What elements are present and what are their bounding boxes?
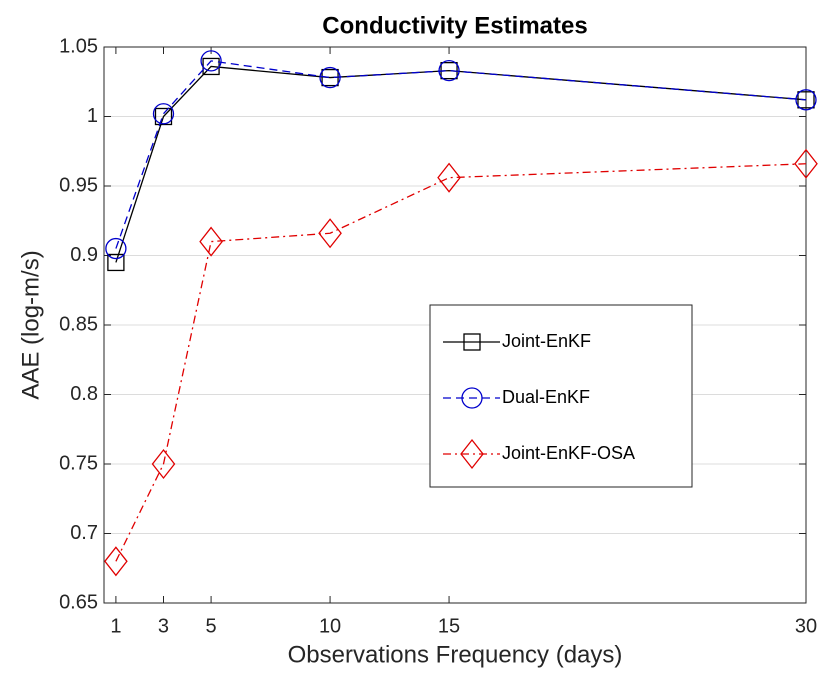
y-axis-label: AAE (log-m/s) [17, 250, 44, 399]
y-tick-label: 0.95 [59, 174, 98, 196]
marker [318, 218, 342, 249]
marker [319, 66, 341, 89]
y-tick-label: 0.75 [59, 452, 98, 474]
x-tick-label: 30 [795, 615, 817, 637]
y-tick-label: 1 [87, 105, 98, 127]
legend-label: Dual-EnKF [502, 387, 590, 407]
legend-label: Joint-EnKF-OSA [502, 443, 635, 463]
x-tick-label: 3 [158, 615, 169, 637]
series-line [115, 163, 807, 562]
chart-title: Conductivity Estimates [322, 12, 587, 39]
legend-marker [463, 333, 481, 351]
legend-marker [460, 438, 484, 470]
x-tick-label: 10 [319, 615, 341, 637]
marker [154, 107, 173, 126]
marker [107, 253, 125, 272]
x-axis-label: Observations Frequency (days) [288, 641, 623, 668]
marker [105, 237, 127, 260]
legend-marker [461, 387, 483, 409]
y-tick-label: 0.7 [70, 522, 98, 544]
x-tick-label: 15 [438, 615, 460, 637]
legend-label: Joint-EnKF [502, 331, 591, 351]
marker [437, 162, 461, 193]
marker [200, 50, 222, 72]
plot-frame [103, 46, 807, 604]
y-tick-label: 0.8 [70, 383, 98, 405]
y-tick-label: 0.85 [59, 313, 98, 335]
marker [795, 89, 817, 111]
legend-box [429, 304, 693, 488]
marker [151, 448, 176, 480]
series-line [115, 65, 807, 263]
marker [104, 546, 128, 577]
series-line [115, 60, 807, 249]
marker [438, 59, 460, 82]
y-tick-label: 0.9 [70, 244, 98, 266]
marker [199, 226, 223, 257]
x-tick-label: 1 [110, 615, 121, 637]
marker [797, 91, 815, 109]
y-tick-label: 0.65 [59, 591, 98, 613]
marker [794, 148, 818, 179]
x-tick-label: 5 [206, 615, 217, 637]
marker [152, 103, 175, 125]
y-tick-label: 1.05 [59, 35, 98, 57]
